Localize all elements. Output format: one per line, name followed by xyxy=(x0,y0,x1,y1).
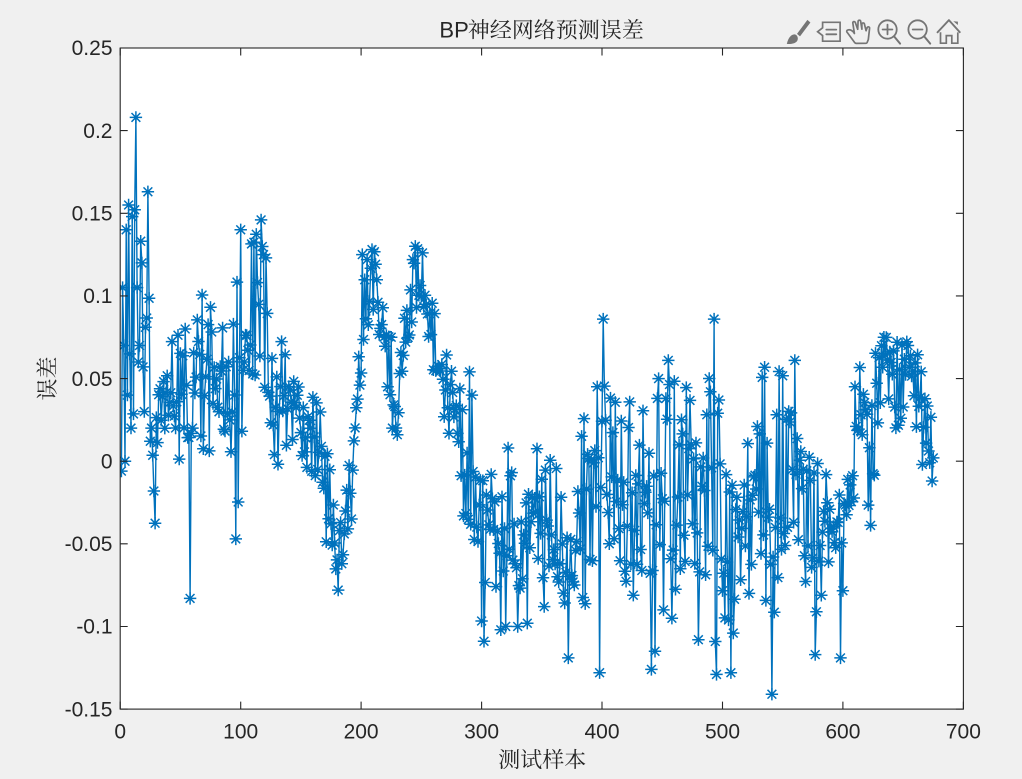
svg-text:500: 500 xyxy=(705,721,740,744)
svg-text:0.1: 0.1 xyxy=(83,285,112,308)
svg-text:BP: BP xyxy=(439,18,468,43)
svg-text:300: 300 xyxy=(464,721,499,744)
svg-text:600: 600 xyxy=(825,721,860,744)
svg-text:0.25: 0.25 xyxy=(72,37,113,60)
svg-text:0.2: 0.2 xyxy=(83,120,112,143)
svg-text:0: 0 xyxy=(114,721,126,744)
svg-text:-0.15: -0.15 xyxy=(65,698,113,721)
svg-text:0: 0 xyxy=(101,450,113,473)
svg-text:0.05: 0.05 xyxy=(72,368,113,391)
svg-text:700: 700 xyxy=(946,721,981,744)
svg-text:0.15: 0.15 xyxy=(72,203,113,226)
svg-text:-0.1: -0.1 xyxy=(76,616,112,639)
svg-text:-0.05: -0.05 xyxy=(65,533,113,556)
svg-text:100: 100 xyxy=(223,721,258,744)
svg-text:200: 200 xyxy=(344,721,379,744)
svg-text:400: 400 xyxy=(584,721,619,744)
